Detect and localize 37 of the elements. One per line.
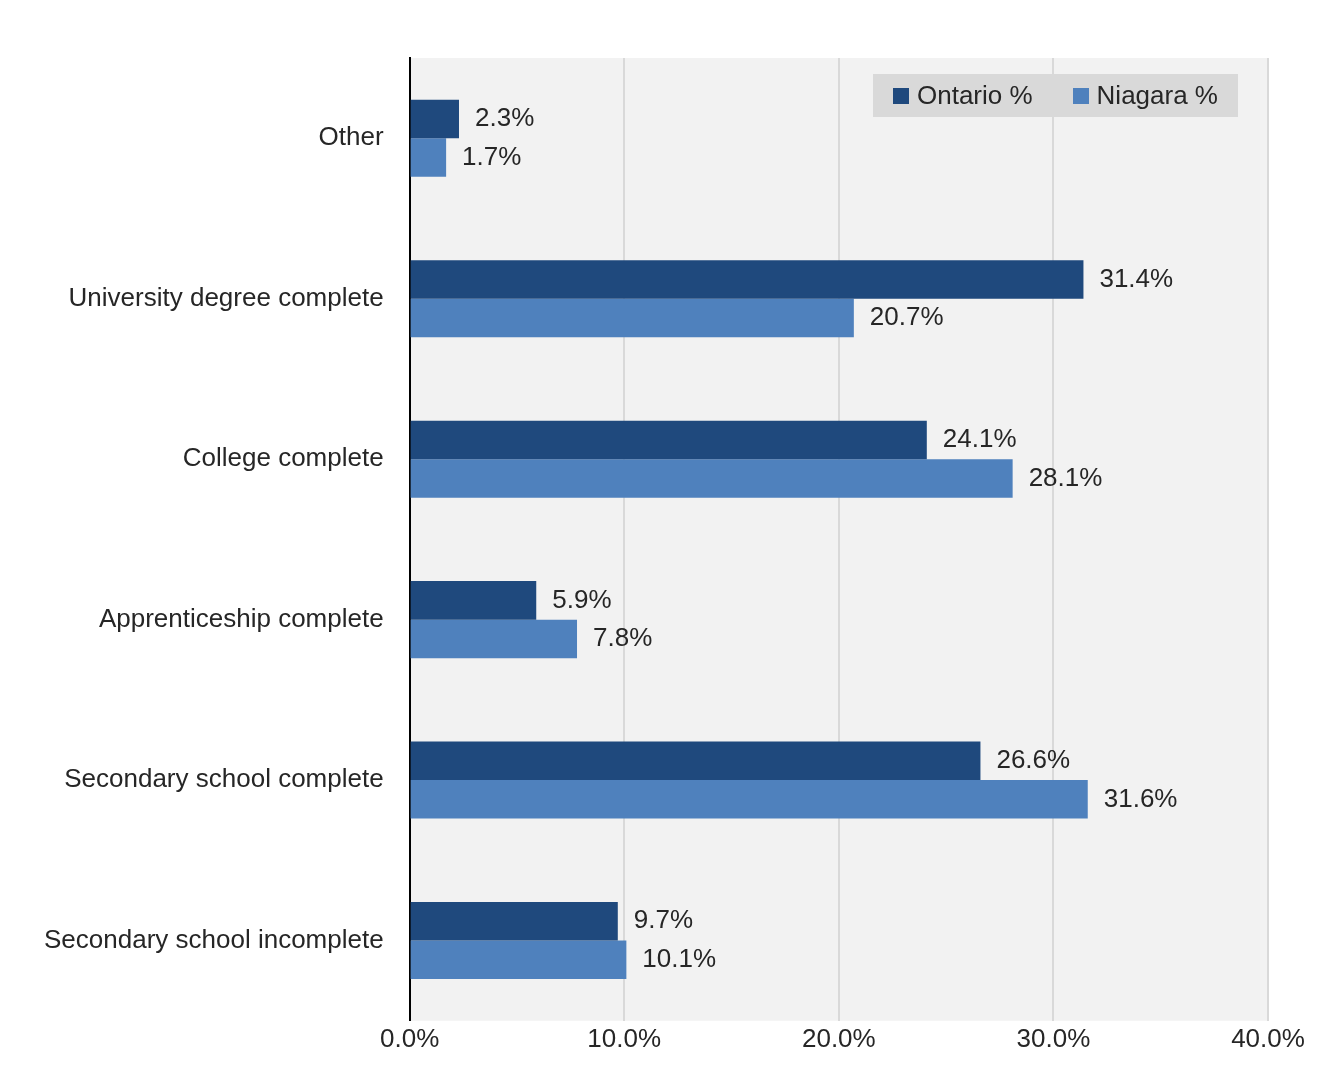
bar: [410, 902, 618, 941]
legend-label: Niagara %: [1096, 80, 1218, 111]
data-label: 2.3%: [474, 102, 535, 133]
bar: [410, 260, 1084, 299]
y-tick-label: Secondary school incomplete: [44, 923, 384, 954]
bar: [410, 940, 627, 980]
data-label: 26.6%: [996, 744, 1071, 775]
data-label: 7.8%: [593, 622, 653, 653]
bar: [410, 138, 447, 177]
data-label: 5.9%: [552, 583, 612, 614]
bar: [410, 581, 537, 620]
x-tick-label: 0.0%: [380, 1022, 440, 1053]
bar: [410, 741, 981, 781]
y-tick-label: Apprenticeship complete: [98, 602, 384, 633]
data-label: 20.7%: [869, 301, 944, 332]
x-tick-label: 10.0%: [587, 1022, 662, 1053]
data-label: 1.7%: [462, 140, 522, 171]
x-tick-label: 40.0%: [1231, 1022, 1305, 1053]
data-label: 28.1%: [1028, 461, 1103, 492]
y-tick-label: Secondary school complete: [64, 763, 384, 794]
data-label: 31.6%: [1103, 782, 1178, 813]
bar: [410, 619, 578, 659]
data-label: 10.1%: [642, 942, 717, 973]
y-tick-label: Other: [318, 121, 384, 152]
legend-label: Ontario %: [916, 80, 1033, 111]
y-tick-label: University degree complete: [68, 281, 384, 312]
x-tick-label: 30.0%: [1016, 1022, 1091, 1053]
bar: [410, 459, 1013, 498]
x-tick-label: 20.0%: [801, 1022, 876, 1053]
data-label: 9.7%: [633, 904, 694, 935]
data-label: 24.1%: [942, 423, 1017, 454]
bar: [410, 99, 459, 139]
bar: [410, 298, 854, 338]
bar: [410, 420, 927, 460]
bar: [410, 780, 1088, 819]
data-label: 31.4%: [1099, 262, 1174, 293]
y-tick-label: College complete: [182, 442, 384, 473]
